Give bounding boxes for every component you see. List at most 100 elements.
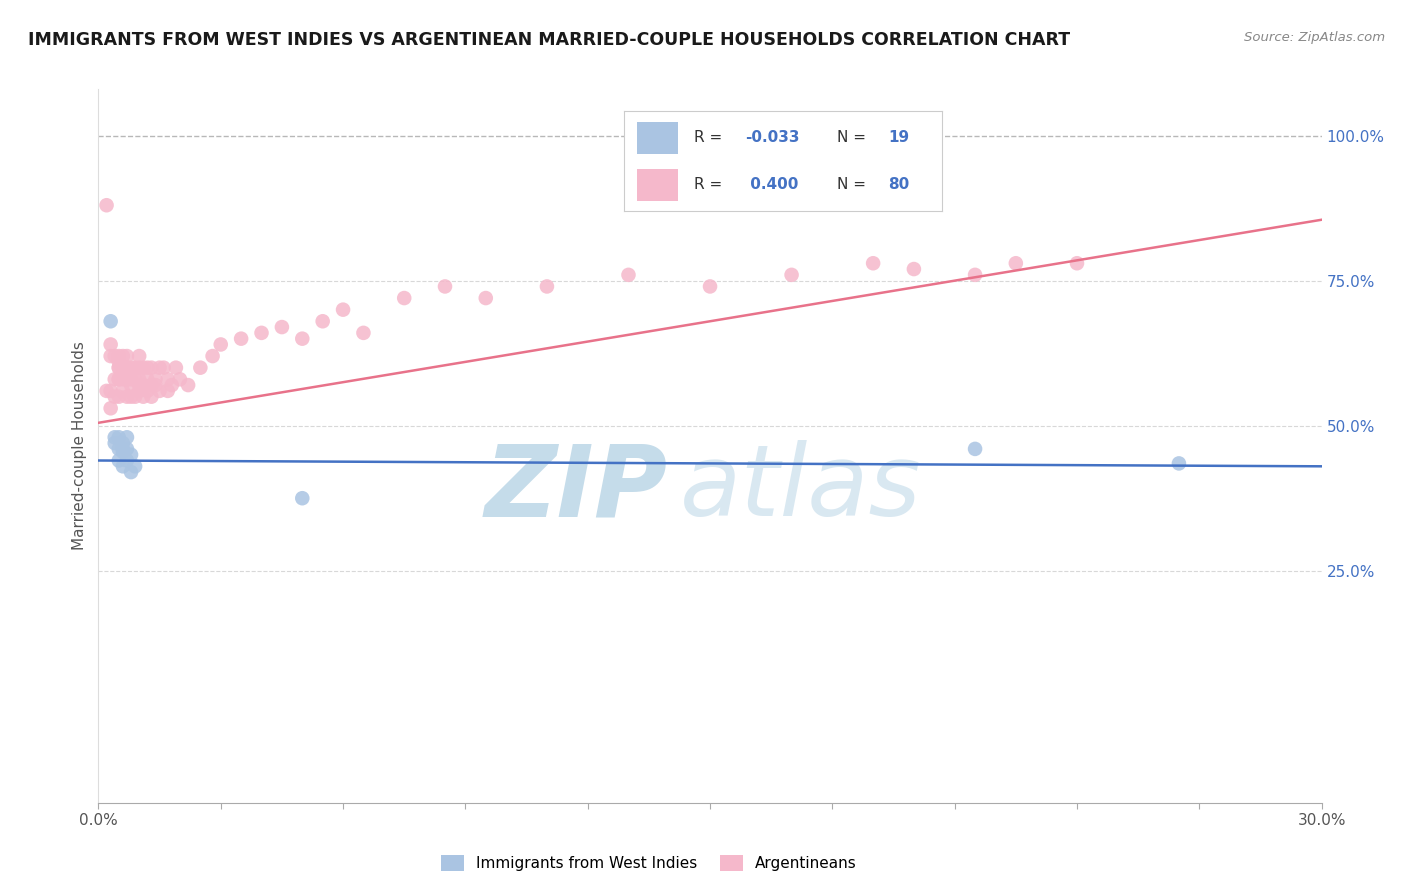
Point: [699, 279, 721, 293]
Point: [474, 291, 498, 305]
Point: [392, 291, 416, 305]
Point: [111, 360, 134, 375]
Point: [145, 372, 167, 386]
Legend: Immigrants from West Indies, Argentineans: Immigrants from West Indies, Argentinean…: [434, 849, 863, 877]
Point: [111, 360, 134, 375]
Point: [124, 459, 146, 474]
Point: [169, 372, 191, 386]
Point: [231, 332, 253, 346]
Point: [108, 453, 131, 467]
Point: [120, 360, 142, 375]
Point: [145, 378, 167, 392]
Point: [156, 384, 179, 398]
Point: [108, 355, 131, 369]
Point: [1066, 256, 1088, 270]
Point: [177, 378, 200, 392]
Point: [120, 372, 142, 386]
Point: [536, 279, 558, 293]
Y-axis label: Married-couple Households: Married-couple Households: [72, 342, 87, 550]
Point: [104, 390, 127, 404]
Point: [111, 384, 134, 398]
Point: [100, 349, 122, 363]
Text: atlas: atlas: [679, 441, 921, 537]
Point: [115, 372, 138, 386]
Text: Source: ZipAtlas.com: Source: ZipAtlas.com: [1244, 31, 1385, 45]
Point: [100, 337, 122, 351]
Point: [1167, 457, 1189, 471]
Point: [149, 360, 172, 375]
Point: [108, 390, 131, 404]
Point: [352, 326, 374, 340]
Point: [128, 378, 150, 392]
Point: [124, 372, 146, 386]
Point: [1004, 256, 1026, 270]
Point: [104, 430, 127, 444]
Point: [96, 384, 118, 398]
Text: IMMIGRANTS FROM WEST INDIES VS ARGENTINEAN MARRIED-COUPLE HOUSEHOLDS CORRELATION: IMMIGRANTS FROM WEST INDIES VS ARGENTINE…: [28, 31, 1070, 49]
Point: [111, 372, 134, 386]
Point: [120, 448, 142, 462]
Point: [156, 372, 179, 386]
Point: [100, 384, 122, 398]
Point: [115, 349, 138, 363]
Point: [209, 337, 232, 351]
Point: [965, 268, 987, 282]
Point: [104, 372, 127, 386]
Point: [104, 349, 127, 363]
Point: [141, 360, 163, 375]
Point: [136, 384, 159, 398]
Point: [617, 268, 640, 282]
Point: [115, 442, 138, 456]
Point: [111, 445, 134, 459]
Point: [128, 349, 150, 363]
Point: [124, 390, 146, 404]
Point: [160, 378, 183, 392]
Point: [132, 360, 155, 375]
Point: [434, 279, 457, 293]
Point: [188, 360, 212, 375]
Point: [332, 302, 354, 317]
Point: [780, 268, 803, 282]
Point: [120, 390, 142, 404]
Point: [100, 401, 122, 416]
Point: [132, 378, 155, 392]
Point: [115, 453, 138, 467]
Point: [141, 390, 163, 404]
Point: [111, 459, 134, 474]
Point: [291, 491, 314, 506]
Point: [108, 360, 131, 375]
Point: [100, 314, 122, 328]
Point: [115, 390, 138, 404]
Point: [128, 372, 150, 386]
Point: [149, 384, 172, 398]
Point: [111, 436, 134, 450]
Point: [108, 442, 131, 456]
Point: [291, 332, 314, 346]
Point: [903, 262, 925, 277]
Point: [250, 326, 273, 340]
Point: [115, 430, 138, 444]
Point: [141, 378, 163, 392]
Point: [115, 372, 138, 386]
Point: [136, 372, 159, 386]
Point: [108, 372, 131, 386]
Point: [201, 349, 224, 363]
Point: [120, 465, 142, 479]
Point: [128, 360, 150, 375]
Point: [862, 256, 884, 270]
Point: [270, 320, 294, 334]
Text: ZIP: ZIP: [484, 441, 668, 537]
Point: [165, 360, 187, 375]
Point: [108, 360, 131, 375]
Point: [108, 430, 131, 444]
Point: [124, 360, 146, 375]
Point: [115, 360, 138, 375]
Point: [104, 436, 127, 450]
Point: [136, 360, 159, 375]
Point: [96, 198, 118, 212]
Point: [120, 378, 142, 392]
Point: [965, 442, 987, 456]
Point: [108, 349, 131, 363]
Point: [312, 314, 335, 328]
Point: [111, 442, 134, 456]
